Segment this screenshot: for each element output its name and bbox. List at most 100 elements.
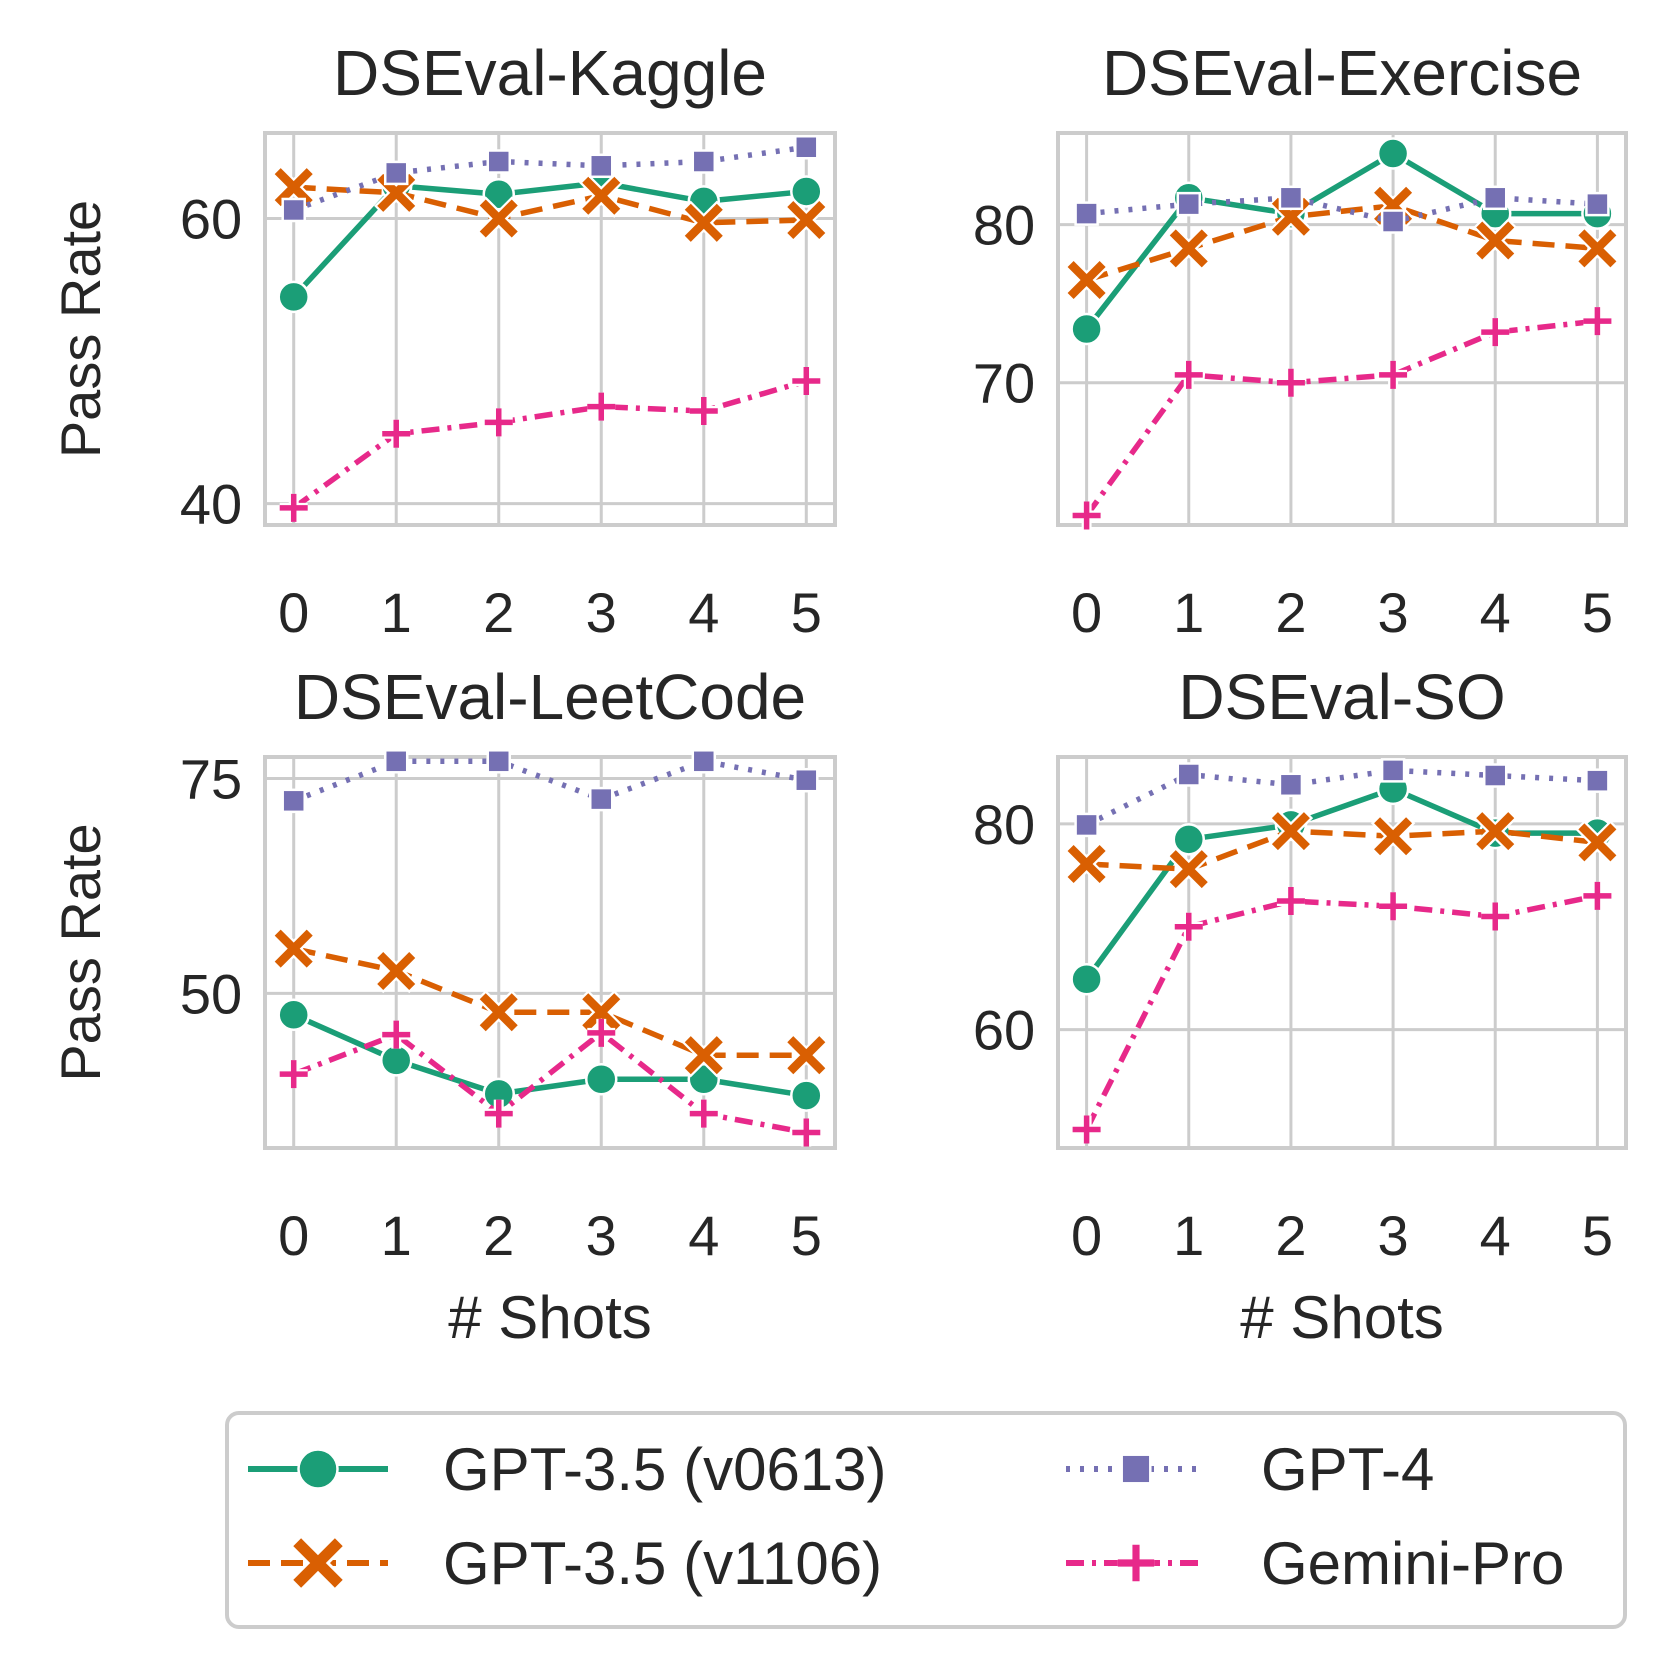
data-point bbox=[1070, 312, 1103, 346]
data-point bbox=[792, 1118, 821, 1147]
legend-item-gemini-pro: Gemini-Pro bbox=[1066, 1530, 1564, 1597]
data-point bbox=[790, 1079, 823, 1112]
series-gemini-pro bbox=[279, 367, 821, 522]
x-tick-label: 2 bbox=[1275, 581, 1306, 644]
x-tick-label: 4 bbox=[688, 581, 719, 644]
x-tick-label: 3 bbox=[1378, 1204, 1409, 1267]
x-tick-label: 1 bbox=[381, 1204, 412, 1267]
series-line bbox=[292, 758, 807, 804]
series-line bbox=[1084, 786, 1598, 981]
data-point-glyph bbox=[582, 993, 621, 1032]
data-point-glyph bbox=[1067, 260, 1106, 300]
series-line bbox=[292, 378, 808, 511]
data-point-glyph bbox=[684, 203, 723, 242]
data-point-glyph bbox=[279, 493, 308, 522]
data-point bbox=[277, 280, 310, 314]
data-point bbox=[1276, 368, 1305, 397]
data-point bbox=[382, 419, 411, 448]
data-point bbox=[589, 786, 614, 812]
panel-dseval-kaggle: DSEval-Kaggle 0 1 2 3 4 5 40 60 Pass Rate bbox=[49, 37, 837, 644]
legend-swatch-marker bbox=[289, 1534, 347, 1592]
x-tick-label: 0 bbox=[278, 1204, 309, 1267]
data-point-glyph bbox=[274, 929, 313, 968]
series-gpt-3-5-v1106 bbox=[271, 164, 829, 245]
data-point-glyph bbox=[792, 367, 821, 396]
series-line bbox=[1084, 318, 1598, 518]
data-point bbox=[383, 749, 409, 774]
legend-label: GPT-4 bbox=[1261, 1436, 1434, 1503]
legend-frame bbox=[225, 1411, 1627, 1629]
y-tick-label: 50 bbox=[180, 962, 242, 1025]
x-tick-label: 1 bbox=[1173, 581, 1204, 644]
legend-label: Gemini-Pro bbox=[1261, 1530, 1564, 1597]
data-point-glyph bbox=[484, 408, 513, 437]
data-point-glyph bbox=[1583, 881, 1612, 910]
legend-swatch-marker bbox=[1117, 1544, 1155, 1582]
data-point-glyph bbox=[689, 1099, 718, 1128]
panel-title: DSEval-Kaggle bbox=[333, 37, 767, 109]
panel-title: DSEval-SO bbox=[1178, 661, 1505, 733]
data-point-glyph bbox=[274, 168, 313, 207]
data-point bbox=[379, 1044, 413, 1077]
series-gpt-3-5-v1106 bbox=[1064, 808, 1620, 892]
series-line bbox=[291, 180, 807, 299]
data-point bbox=[1268, 808, 1314, 854]
data-point bbox=[277, 998, 310, 1032]
data-point bbox=[1370, 814, 1416, 859]
data-point-glyph bbox=[1276, 887, 1305, 916]
data-point bbox=[1072, 501, 1101, 530]
data-point bbox=[374, 948, 419, 994]
x-tick-label: 0 bbox=[1071, 1204, 1102, 1267]
data-point bbox=[784, 1032, 829, 1078]
data-point-glyph bbox=[1476, 812, 1515, 851]
series-line bbox=[293, 184, 807, 226]
series-line bbox=[292, 144, 807, 213]
legend-item-gpt-3-5-v1106: GPT-3.5 (v1106) bbox=[248, 1530, 882, 1597]
data-point-glyph bbox=[1374, 817, 1413, 856]
data-point bbox=[790, 175, 823, 208]
x-tick-label: 4 bbox=[688, 1204, 719, 1267]
axes-frame bbox=[263, 755, 837, 1150]
data-point bbox=[589, 153, 614, 179]
legend-swatch-marker bbox=[297, 1448, 339, 1490]
data-point-glyph bbox=[1476, 221, 1515, 260]
legend-label: GPT-3.5 (v1106) bbox=[443, 1530, 882, 1597]
data-point bbox=[689, 396, 718, 425]
data-point-glyph bbox=[787, 1036, 826, 1075]
axes-frame bbox=[1056, 755, 1628, 1150]
data-point-glyph bbox=[1578, 229, 1617, 268]
data-point-glyph bbox=[1271, 812, 1310, 851]
data-point bbox=[1176, 762, 1202, 787]
y-tick-label: 60 bbox=[973, 999, 1035, 1062]
x-tick-label: 1 bbox=[381, 581, 412, 644]
data-point bbox=[579, 990, 624, 1035]
data-point-glyph bbox=[1379, 892, 1408, 921]
data-point bbox=[486, 149, 511, 174]
data-point bbox=[1074, 812, 1099, 838]
data-point bbox=[476, 196, 521, 241]
data-point bbox=[681, 200, 726, 245]
data-point bbox=[784, 197, 829, 243]
panel-dseval-leetcode: DSEval-LeetCode 0 1 2 3 4 5 50 75 Pass Rate # Shot… bbox=[49, 661, 837, 1351]
data-point-glyph bbox=[1067, 844, 1106, 884]
series-gpt-3-5-v1106 bbox=[271, 926, 829, 1078]
legend-swatch-marker-glyph bbox=[293, 1538, 343, 1588]
y-tick-label: 60 bbox=[180, 188, 242, 251]
legend-label: GPT-3.5 (v0613) bbox=[443, 1436, 887, 1503]
data-point bbox=[1074, 201, 1099, 226]
data-point bbox=[486, 749, 511, 774]
data-point bbox=[681, 1032, 726, 1078]
data-point bbox=[1482, 185, 1508, 211]
x-tick-label: 3 bbox=[586, 1204, 617, 1267]
data-point bbox=[1174, 360, 1203, 389]
data-point-glyph bbox=[1578, 823, 1617, 862]
data-point-glyph bbox=[1481, 318, 1510, 347]
data-point-glyph bbox=[1583, 307, 1612, 336]
data-point-glyph bbox=[1169, 850, 1208, 889]
panel-title: DSEval-Exercise bbox=[1102, 37, 1582, 109]
legend-swatch-marker bbox=[1120, 1453, 1152, 1485]
x-tick-label: 3 bbox=[1378, 581, 1409, 644]
data-point-glyph bbox=[1169, 229, 1208, 268]
x-tick-label: 2 bbox=[483, 1204, 514, 1267]
